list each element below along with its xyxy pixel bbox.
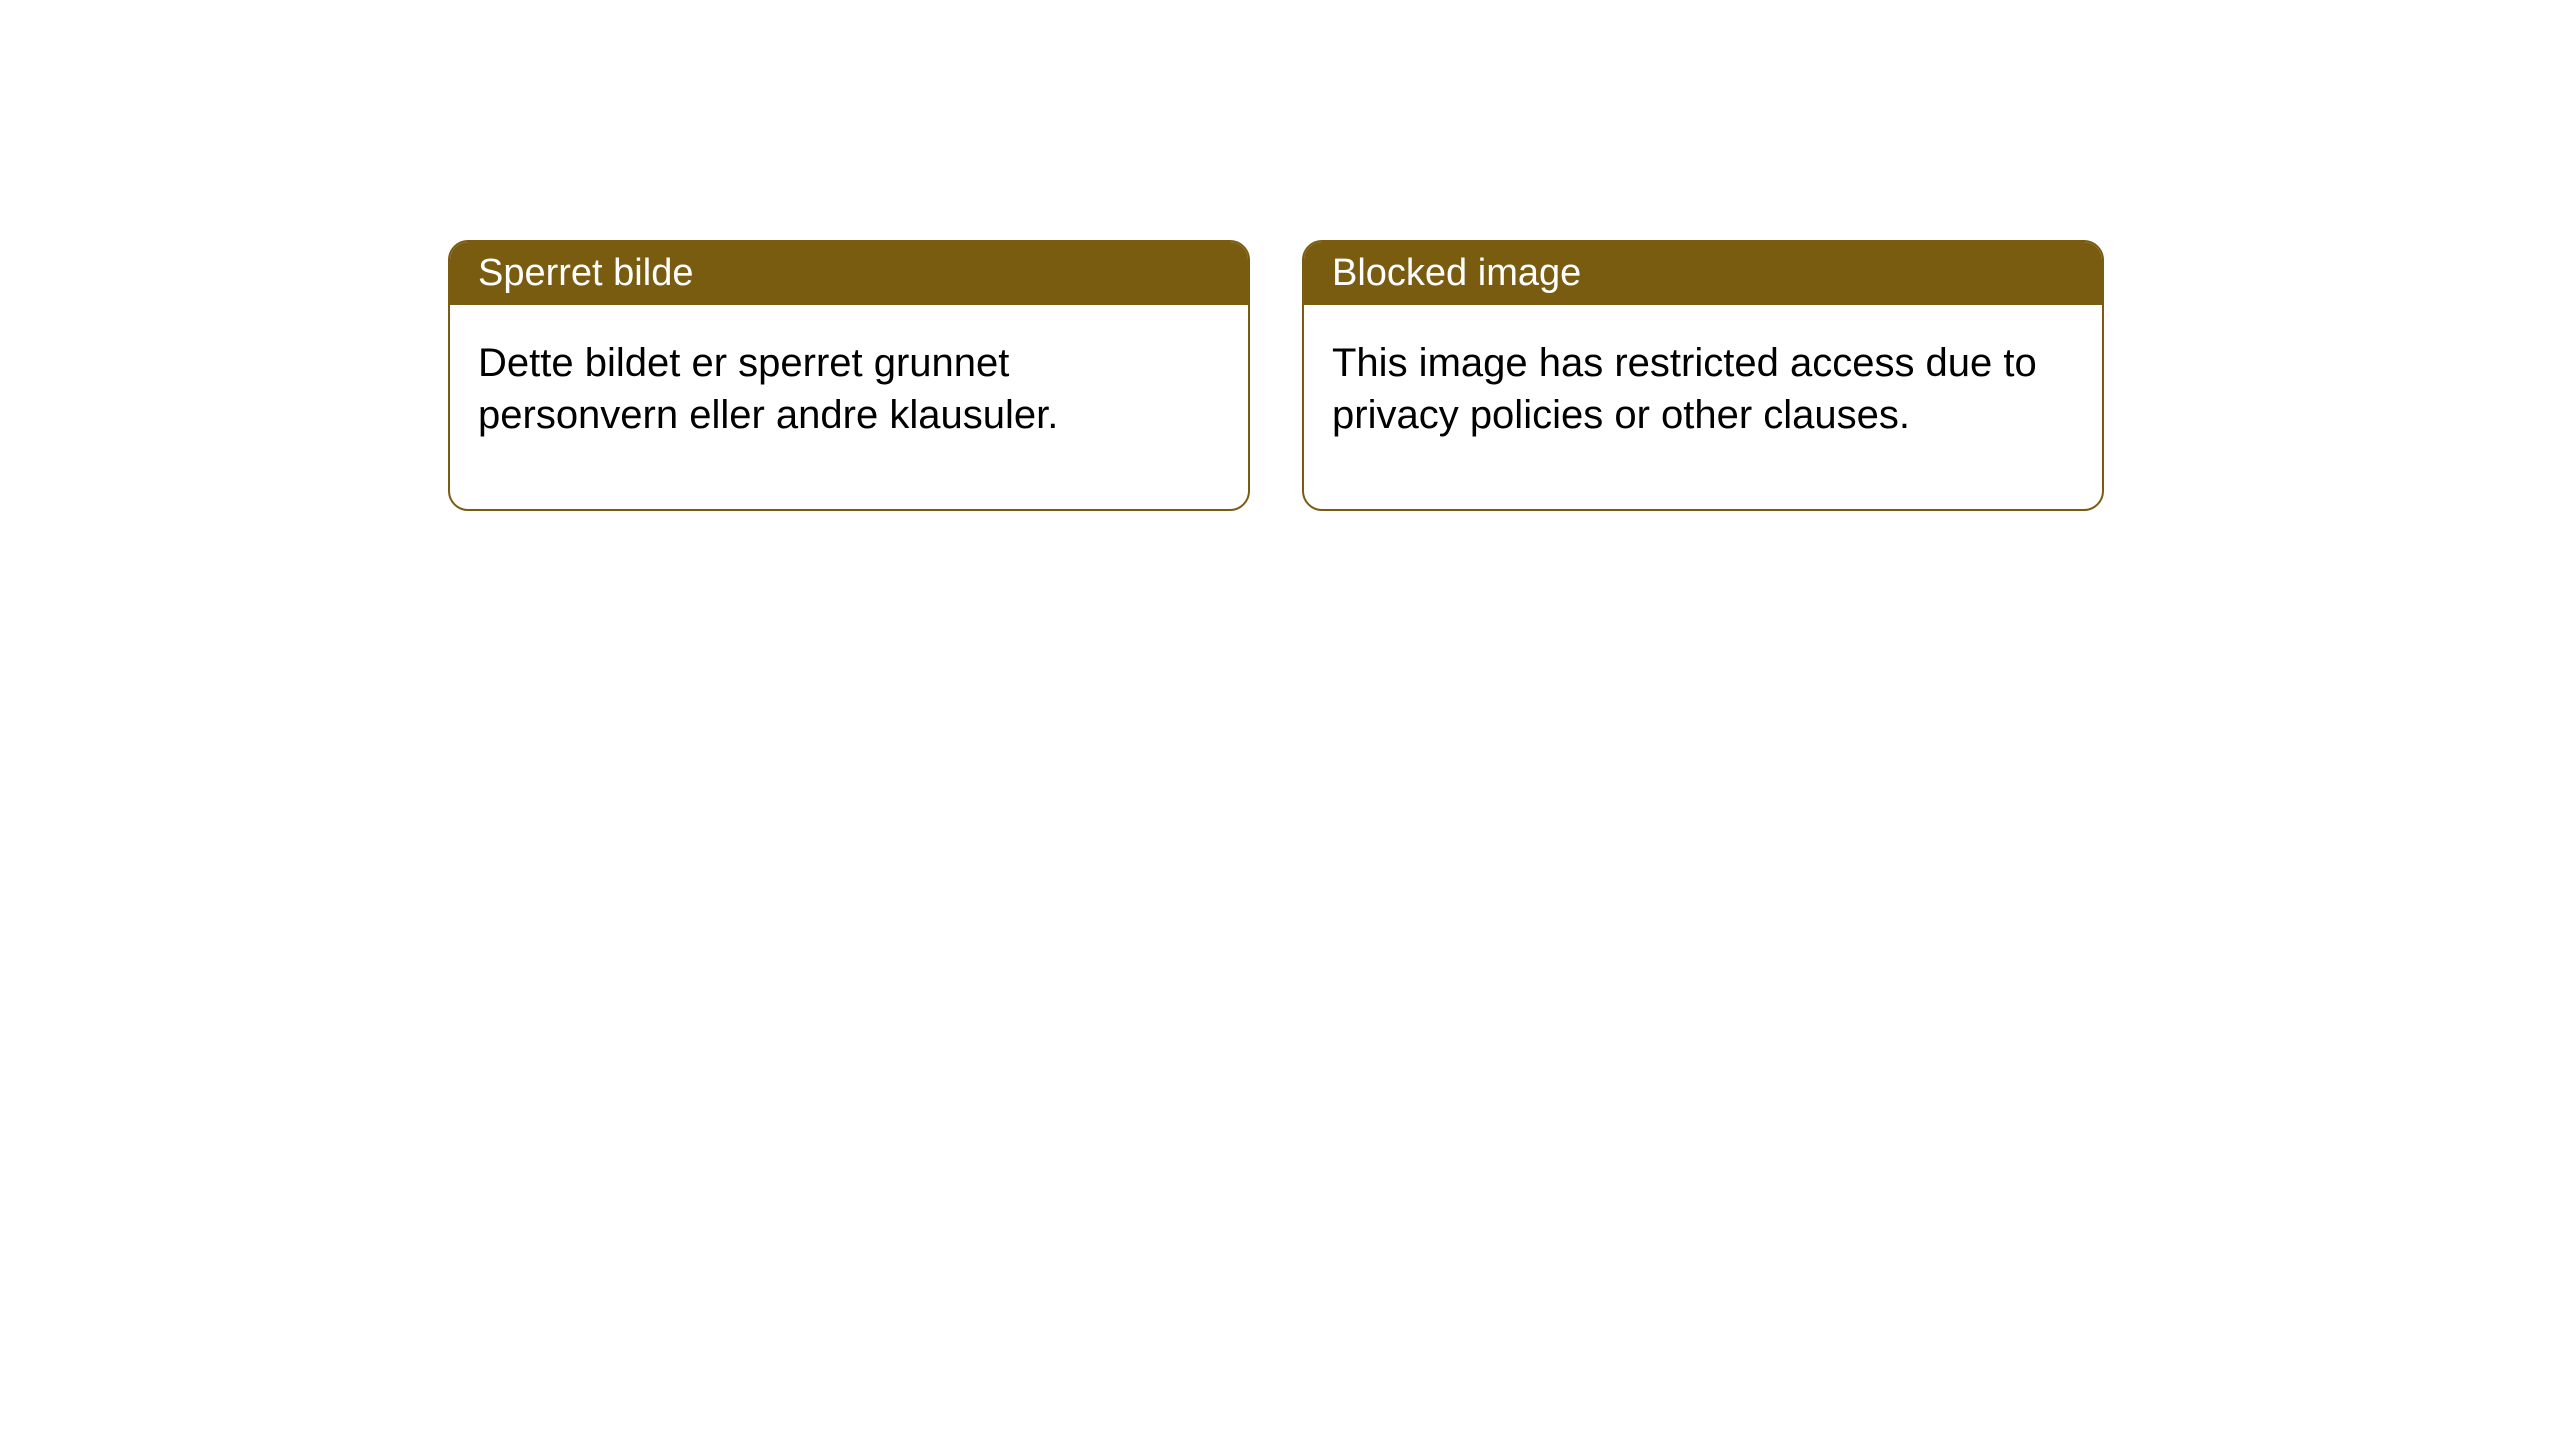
notice-header: Sperret bilde (450, 242, 1248, 305)
notice-body: This image has restricted access due to … (1304, 305, 2102, 509)
notice-header: Blocked image (1304, 242, 2102, 305)
notice-body: Dette bildet er sperret grunnet personve… (450, 305, 1248, 509)
notice-container: Sperret bilde Dette bildet er sperret gr… (448, 240, 2104, 511)
notice-box-english: Blocked image This image has restricted … (1302, 240, 2104, 511)
notice-box-norwegian: Sperret bilde Dette bildet er sperret gr… (448, 240, 1250, 511)
